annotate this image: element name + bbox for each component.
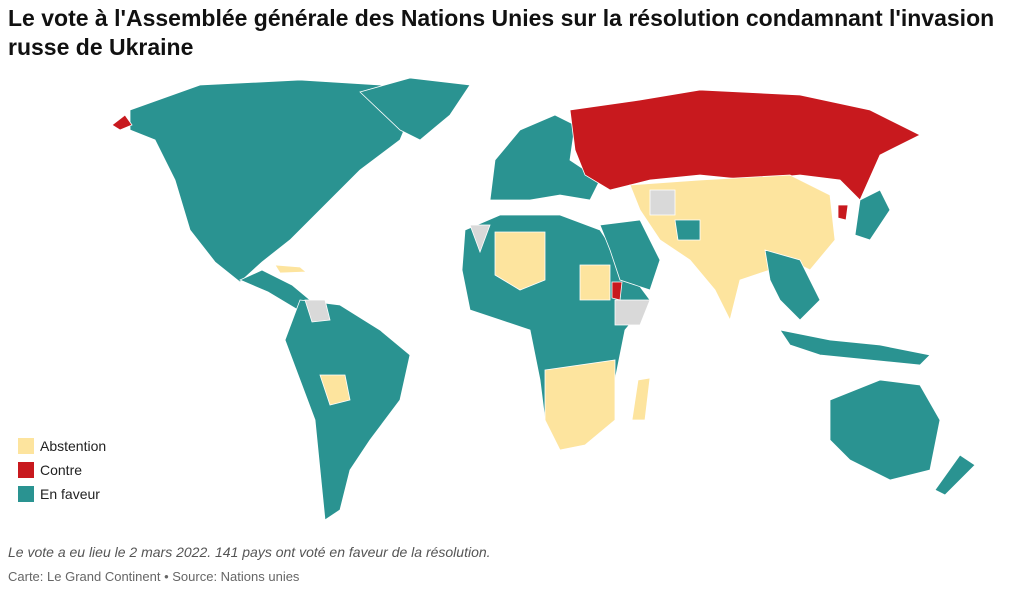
country-region (579, 264, 611, 301)
source: Carte: Le Grand Continent • Source: Nati… (8, 569, 300, 584)
country-region (304, 299, 331, 323)
legend-label: En faveur (40, 486, 100, 502)
legend-item: Abstention (18, 438, 106, 454)
country-region (649, 189, 676, 216)
country-region (569, 89, 921, 201)
legend-item: Contre (18, 462, 82, 478)
country-region (544, 359, 616, 451)
legend-swatch (18, 462, 34, 478)
country-region (764, 249, 821, 321)
country-region (674, 219, 701, 241)
country-region (319, 374, 351, 406)
note: Le vote a eu lieu le 2 mars 2022. 141 pa… (8, 544, 491, 560)
country-region (111, 114, 133, 131)
country-region (284, 299, 411, 521)
country-region (829, 379, 941, 481)
country-region (631, 377, 651, 421)
legend-swatch (18, 486, 34, 502)
country-region (614, 299, 651, 326)
country-region (854, 189, 891, 241)
country-region (494, 231, 546, 291)
title: Le vote à l'Assemblée générale des Natio… (8, 5, 995, 60)
legend-item: En faveur (18, 486, 100, 502)
legend-swatch (18, 438, 34, 454)
country-region (274, 264, 308, 274)
country-region (469, 224, 491, 254)
country-region (359, 77, 471, 141)
country-region (779, 329, 931, 366)
country-region (611, 281, 623, 301)
country-region (489, 114, 601, 201)
country-region (934, 454, 976, 496)
country-region (837, 204, 849, 221)
country-region (599, 219, 661, 291)
country-region (129, 79, 421, 283)
legend-label: Abstention (40, 438, 107, 454)
legend-label: Contre (40, 462, 83, 478)
